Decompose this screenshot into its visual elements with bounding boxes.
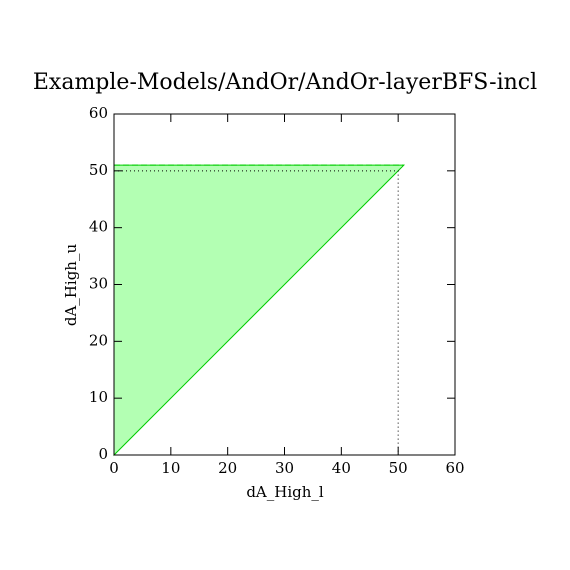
chart-title: Example-Models/AndOr/AndOr-layerBFS-incl — [33, 70, 537, 95]
reference-line — [114, 170, 399, 455]
y-tick-label: 10 — [89, 388, 108, 406]
x-axis-label: dA_High_l — [246, 483, 324, 501]
x-tick-label: 20 — [218, 459, 237, 477]
x-tick-label: 50 — [389, 459, 408, 477]
y-tick-label: 40 — [89, 218, 108, 236]
y-tick-label: 30 — [89, 275, 108, 293]
x-tick-label: 10 — [161, 459, 180, 477]
y-tick-label: 20 — [89, 331, 108, 349]
x-tick-label: 60 — [445, 459, 464, 477]
y-tick-label: 0 — [98, 445, 108, 463]
y-tick-label: 50 — [89, 161, 108, 179]
y-tick-label: 60 — [89, 104, 108, 122]
x-tick-label: 0 — [109, 459, 119, 477]
y-axis-label: dA_High_u — [62, 244, 80, 327]
x-tick-label: 30 — [275, 459, 294, 477]
x-tick-label: 40 — [332, 459, 351, 477]
